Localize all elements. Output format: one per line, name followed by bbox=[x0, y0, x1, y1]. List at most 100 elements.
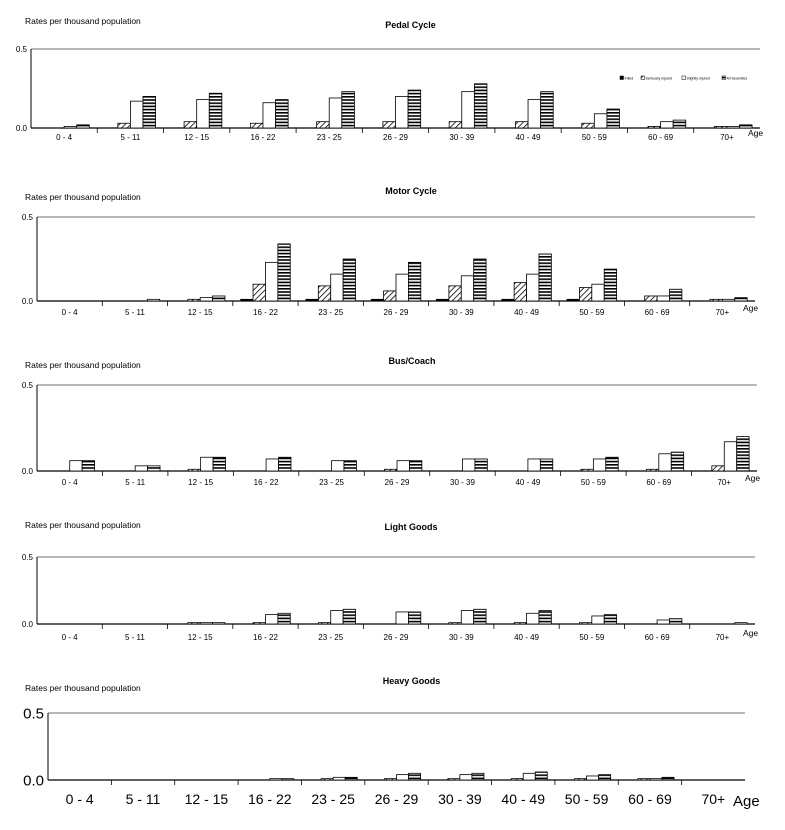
y-tick-label: 0.0 bbox=[22, 467, 34, 476]
bar-slightly-injured bbox=[199, 622, 213, 625]
x-tick-label: 0 - 4 bbox=[62, 308, 79, 317]
bar-seriously-injured bbox=[645, 468, 660, 472]
bar-killed bbox=[436, 298, 450, 302]
x-tick-label: 30 - 39 bbox=[438, 791, 482, 807]
bar-slightly-injured bbox=[522, 772, 536, 781]
bar-seriously-injured bbox=[384, 468, 398, 472]
bar-seriously-injured bbox=[711, 465, 725, 472]
bar-all-severities bbox=[344, 776, 358, 781]
x-tick-label: 60 - 69 bbox=[645, 308, 670, 317]
x-tick-label: 5 - 11 bbox=[120, 133, 140, 142]
x-tick-label: 60 - 69 bbox=[648, 133, 673, 142]
x-tick-label: 0 - 4 bbox=[62, 633, 79, 642]
x-tick-label: 30 - 39 bbox=[450, 478, 475, 487]
bar-all-severities bbox=[76, 124, 90, 129]
legend-swatch-seriously-injured bbox=[640, 75, 645, 80]
bar-slightly-injured bbox=[396, 774, 409, 781]
bar-slightly-injured bbox=[462, 458, 476, 472]
bar-all-severities bbox=[603, 268, 618, 302]
bar-slightly-injured bbox=[69, 460, 83, 472]
bar-all-severities bbox=[142, 96, 156, 129]
legend-label-all-severities: All Severities bbox=[727, 77, 748, 81]
bar-slightly-injured bbox=[526, 273, 540, 302]
x-tick-label: 40 - 49 bbox=[514, 633, 539, 642]
bar-seriously-injured bbox=[581, 122, 595, 129]
bar-all-severities bbox=[208, 92, 223, 129]
bar-slightly-injured bbox=[461, 91, 475, 129]
bar-slightly-injured bbox=[656, 295, 670, 302]
bar-seriously-injured bbox=[513, 282, 527, 302]
bar-all-severities bbox=[534, 771, 548, 781]
bar-all-severities bbox=[212, 622, 226, 625]
y-axis-label: Rates per thousand population bbox=[25, 683, 141, 693]
bar-all-severities bbox=[342, 258, 356, 302]
bar-slightly-injured bbox=[593, 113, 608, 129]
legend-label-slightly-injured: Slightly injured bbox=[687, 77, 710, 81]
x-tick-label: 16 - 22 bbox=[254, 478, 279, 487]
bar-all-severities bbox=[473, 83, 488, 129]
bar-seriously-injured bbox=[187, 468, 202, 472]
x-axis-label: Age bbox=[745, 473, 760, 483]
y-axis-label: Rates per thousand population bbox=[25, 520, 141, 530]
x-tick-label: 30 - 39 bbox=[449, 308, 474, 317]
bar-slightly-injured bbox=[592, 458, 607, 472]
bar-all-severities bbox=[473, 608, 487, 625]
bar-all-severities bbox=[342, 608, 356, 625]
y-tick-label: 0.0 bbox=[23, 772, 44, 789]
x-tick-label: 70+ bbox=[716, 308, 730, 317]
bar-seriously-injured bbox=[574, 778, 587, 781]
bar-slightly-injured bbox=[656, 619, 670, 625]
bar-all-severities bbox=[734, 297, 748, 302]
bar-seriously-injured bbox=[513, 622, 527, 625]
x-tick-label: 16 - 22 bbox=[251, 133, 276, 142]
chart-title: Motor Cycle bbox=[385, 186, 437, 196]
bar-slightly-injured bbox=[527, 99, 542, 129]
x-tick-label: 50 - 59 bbox=[582, 133, 607, 142]
bar-slightly-injured bbox=[649, 778, 663, 781]
bar-seriously-injured bbox=[448, 622, 462, 625]
bar-slightly-injured bbox=[395, 96, 409, 129]
x-tick-label: 60 - 69 bbox=[646, 478, 671, 487]
bar-slightly-injured bbox=[395, 273, 409, 302]
bar-slightly-injured bbox=[658, 453, 672, 472]
bar-slightly-injured bbox=[332, 776, 346, 781]
x-tick-label: 23 - 25 bbox=[318, 308, 343, 317]
y-tick-label: 0.0 bbox=[22, 620, 34, 629]
bar-all-severities bbox=[661, 776, 675, 781]
x-tick-label: 40 - 49 bbox=[515, 478, 540, 487]
bar-slightly-injured bbox=[328, 97, 343, 129]
bar-slightly-injured bbox=[262, 102, 276, 129]
y-axis-label: Rates per thousand population bbox=[25, 16, 141, 26]
bar-killed bbox=[370, 298, 384, 302]
x-tick-label: 5 - 11 bbox=[126, 791, 161, 807]
x-tick-label: 50 - 59 bbox=[579, 308, 604, 317]
bar-all-severities bbox=[538, 253, 552, 302]
bar-killed bbox=[566, 298, 580, 302]
bar-seriously-injured bbox=[647, 126, 661, 129]
x-tick-label: 0 - 4 bbox=[56, 133, 73, 142]
bar-all-severities bbox=[736, 436, 750, 472]
y-tick-label: 0.0 bbox=[22, 297, 34, 306]
bar-all-severities bbox=[81, 460, 95, 472]
bar-seriously-injured bbox=[384, 778, 397, 781]
chart-title: Heavy Goods bbox=[383, 676, 441, 686]
x-axis-label: Age bbox=[743, 303, 758, 313]
bar-all-severities bbox=[146, 298, 161, 302]
x-tick-label: 16 - 22 bbox=[253, 633, 278, 642]
bar-seriously-injured bbox=[187, 622, 201, 625]
chart-panel: Rates per thousand population Light Goods… bbox=[22, 520, 759, 642]
bar-seriously-injured bbox=[252, 622, 266, 625]
chart-panel: Rates per thousand population Heavy Goods… bbox=[23, 676, 760, 810]
bar-slightly-injured bbox=[265, 458, 279, 472]
bar-seriously-injured bbox=[317, 285, 332, 302]
bar-all-severities bbox=[606, 108, 620, 129]
bar-all-severities bbox=[408, 611, 422, 625]
bar-all-severities bbox=[277, 243, 291, 302]
x-tick-label: 70+ bbox=[717, 478, 731, 487]
bar-all-severities bbox=[212, 456, 226, 472]
bar-seriously-injured bbox=[579, 287, 593, 302]
bar-all-severities bbox=[212, 295, 226, 302]
x-tick-label: 16 - 22 bbox=[248, 791, 292, 807]
x-tick-label: 40 - 49 bbox=[516, 133, 541, 142]
